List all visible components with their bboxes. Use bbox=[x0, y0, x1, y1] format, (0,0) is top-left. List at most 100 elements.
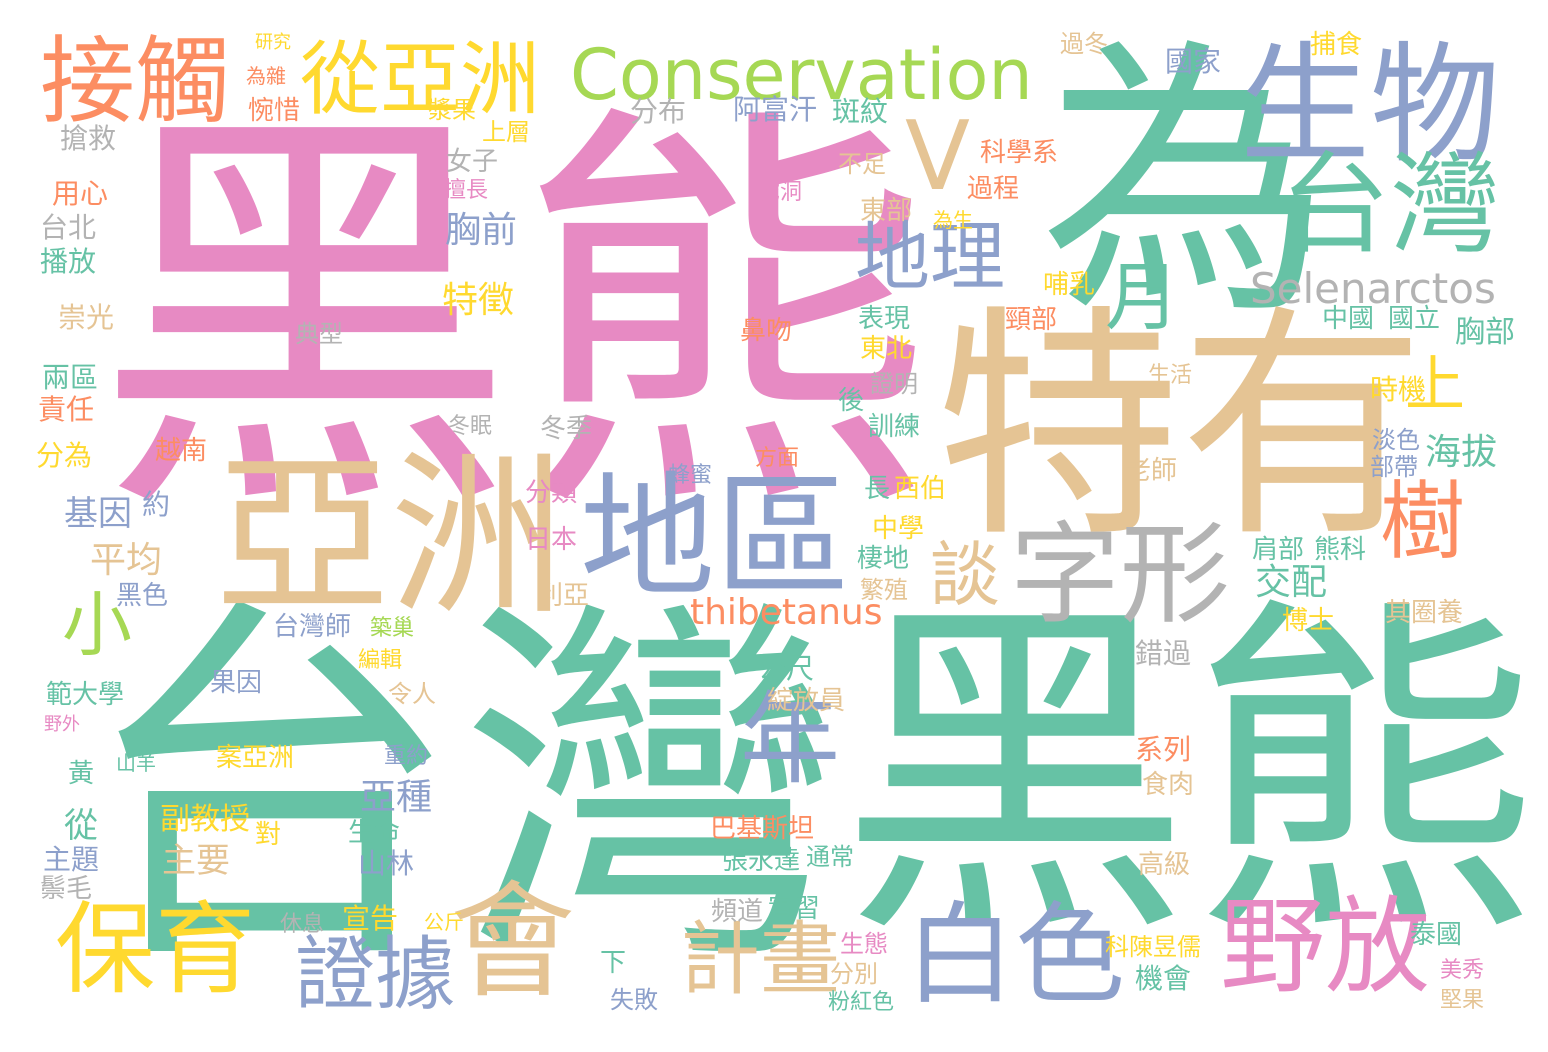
word-cloud-word: 上層 bbox=[482, 118, 530, 146]
word-cloud-word: 為生 bbox=[933, 208, 973, 232]
word-cloud-word: 用心 bbox=[52, 177, 109, 210]
word-cloud-word: 計畫 bbox=[680, 913, 840, 1006]
word-cloud-word: 黑色 bbox=[116, 581, 169, 611]
word-cloud-word: 山羊 bbox=[116, 751, 156, 775]
word-cloud-word: 科陳昱儒 bbox=[1105, 933, 1201, 961]
word-cloud-word: 編輯 bbox=[358, 648, 403, 673]
word-cloud-word: 重約 bbox=[384, 744, 429, 769]
word-cloud-word: 台灣師 bbox=[273, 612, 352, 642]
word-cloud-word: 鬃毛 bbox=[40, 874, 93, 904]
word-cloud-word: 公尺 bbox=[758, 652, 815, 685]
word-cloud-word: 台灣 bbox=[1280, 141, 1500, 269]
word-cloud-word: 主題 bbox=[43, 843, 100, 876]
word-cloud-word: 高級 bbox=[1138, 850, 1191, 880]
word-cloud-word: 中學 bbox=[872, 514, 925, 544]
word-cloud-word: 會 bbox=[450, 870, 575, 1015]
word-cloud-word: 中國 bbox=[1322, 304, 1375, 334]
word-cloud-word: 胸前 bbox=[445, 210, 518, 251]
word-cloud-word: 表現 bbox=[858, 304, 911, 334]
word-cloud-word: 對 bbox=[255, 820, 282, 850]
word-cloud-word: 漿果 bbox=[428, 96, 476, 124]
word-cloud-word: 談 bbox=[930, 534, 1000, 616]
word-cloud-word: 野放 bbox=[1220, 886, 1431, 1008]
word-cloud-word: 台北 bbox=[40, 211, 97, 244]
word-cloud-word: 美秀 bbox=[1440, 958, 1485, 983]
word-cloud-word: 證明 bbox=[870, 370, 918, 398]
word-cloud-word: 過程 bbox=[967, 174, 1020, 204]
word-cloud-word: 果因 bbox=[210, 668, 263, 698]
word-cloud-word: 地理 bbox=[855, 213, 1006, 301]
word-cloud-word: 東北 bbox=[860, 334, 913, 364]
word-cloud-word: 特有 bbox=[935, 285, 1425, 570]
word-cloud-word: 冬眠 bbox=[448, 414, 493, 439]
word-cloud-word: 國家 bbox=[1165, 45, 1222, 78]
word-cloud-word: 接觸 bbox=[40, 27, 231, 137]
word-cloud-word: 惋惜 bbox=[248, 96, 301, 126]
word-cloud-word: Conservation bbox=[570, 34, 1033, 116]
word-cloud-word: 生物 bbox=[1240, 29, 1501, 181]
word-cloud-word: 通常 bbox=[806, 843, 854, 871]
word-cloud-word: 上 bbox=[1405, 350, 1465, 420]
word-cloud-word: 實習 bbox=[768, 894, 821, 924]
word-cloud-word: 部帶 bbox=[1370, 453, 1418, 481]
word-cloud-word: 東部 bbox=[860, 196, 913, 226]
word-cloud-word: 頻道 bbox=[711, 897, 764, 927]
word-cloud-word: 阿富汗 bbox=[733, 93, 818, 126]
word-cloud-word: 基因 bbox=[64, 494, 132, 534]
word-cloud-word: 從亞洲 bbox=[300, 33, 540, 126]
word-cloud-word: 特徵 bbox=[442, 280, 515, 321]
word-cloud-word: 公斤 bbox=[424, 910, 464, 934]
word-cloud-word: 巴基斯坦 bbox=[710, 814, 815, 844]
word-cloud-word: 山林 bbox=[358, 847, 415, 880]
word-cloud-word: 越南 bbox=[155, 436, 208, 466]
word-cloud-word: 野外 bbox=[44, 714, 80, 735]
word-cloud-word: 其圈養 bbox=[1385, 598, 1464, 628]
word-cloud-word: V bbox=[905, 102, 970, 212]
word-cloud-word: 台灣 bbox=[80, 568, 840, 1011]
word-cloud-word: 從 bbox=[64, 806, 98, 846]
word-cloud-word: 兩區 bbox=[42, 361, 99, 394]
word-cloud-word: 淡色 bbox=[1372, 426, 1420, 454]
word-cloud-word: 案亞洲 bbox=[216, 743, 295, 773]
word-cloud-word: 失敗 bbox=[610, 986, 658, 1014]
word-cloud-word: 證據 bbox=[295, 928, 455, 1021]
word-cloud-word: 責任 bbox=[38, 393, 95, 426]
word-cloud-word: 典型 bbox=[295, 320, 343, 348]
word-cloud-word: 主要 bbox=[162, 841, 230, 881]
word-cloud-word: 約 bbox=[142, 488, 171, 521]
word-cloud-word: 白色 bbox=[905, 891, 1125, 1019]
word-cloud-word: 黑熊 bbox=[95, 75, 935, 564]
word-cloud-word: 後 bbox=[838, 386, 865, 416]
word-cloud-word: 利亞 bbox=[537, 581, 590, 611]
word-cloud-word: 堅果 bbox=[1440, 988, 1485, 1013]
word-cloud-word: 頸部 bbox=[1005, 305, 1058, 335]
word-cloud-word: 西伯 bbox=[894, 474, 947, 504]
word-cloud-word: 生活 bbox=[1148, 363, 1193, 388]
word-cloud-word: 女子 bbox=[446, 147, 499, 177]
word-cloud-word: Selenarctos bbox=[1250, 264, 1496, 313]
word-cloud-word: 綻放員 bbox=[767, 686, 846, 716]
word-cloud-word: 副教授 bbox=[160, 802, 250, 837]
word-cloud-word: 挖洞 bbox=[758, 180, 803, 205]
word-cloud-word: 黑熊 bbox=[840, 571, 1540, 979]
word-cloud-word: 訓練 bbox=[868, 412, 921, 442]
word-cloud-word: 生命 bbox=[348, 818, 401, 848]
word-cloud-word: 棲地 bbox=[857, 544, 910, 574]
word-cloud-word: 肩部 bbox=[1252, 535, 1305, 565]
word-cloud-word: 生態 bbox=[840, 930, 888, 958]
word-cloud-word: 博士 bbox=[1282, 606, 1335, 636]
word-cloud-word: 交配 bbox=[1255, 562, 1328, 603]
word-cloud-word: 宣告 bbox=[342, 902, 399, 935]
word-cloud-word: thibetanus bbox=[690, 592, 883, 633]
word-cloud-word: 地區 bbox=[580, 459, 850, 616]
word-cloud-word: 捕食 bbox=[1310, 30, 1363, 60]
word-cloud-word: 不足 bbox=[838, 150, 886, 178]
word-cloud-word: 保育 bbox=[55, 891, 255, 1008]
word-cloud-word: 築巢 bbox=[370, 616, 415, 641]
word-cloud-word: 錯過 bbox=[1135, 637, 1192, 670]
word-cloud-word: 時機 bbox=[1370, 373, 1427, 406]
word-cloud-word: 字形 bbox=[1010, 511, 1230, 639]
word-cloud-word: 分為 bbox=[36, 439, 93, 472]
word-cloud-word: 平均 bbox=[90, 540, 163, 581]
